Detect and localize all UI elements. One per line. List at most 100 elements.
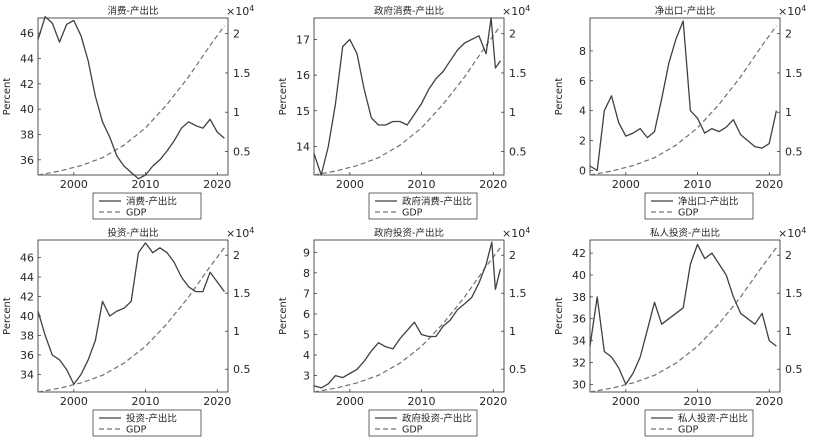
legend-series-label: 政府投资-产出比 bbox=[402, 413, 472, 425]
y-tick-label: 42 bbox=[20, 78, 34, 91]
y2-tick-label: 0.5 bbox=[785, 363, 803, 376]
y2-tick-label: 1.5 bbox=[509, 287, 527, 300]
y-tick-label: 36 bbox=[20, 154, 34, 167]
y2-exponent-label: ×104 bbox=[226, 226, 254, 240]
y2-tick-label: 1 bbox=[785, 106, 792, 119]
y-tick-label: 14 bbox=[296, 140, 310, 153]
legend-gdp-label: GDP bbox=[126, 425, 147, 436]
y-axis-label: Percent bbox=[278, 78, 289, 116]
y2-exponent-label: ×104 bbox=[502, 4, 530, 18]
y2-tick-label: 2 bbox=[509, 28, 516, 41]
y2-tick-label: 1.5 bbox=[509, 67, 527, 80]
chart-title: 政府消费-产出比 bbox=[374, 5, 444, 17]
y-tick-label: 40 bbox=[20, 310, 34, 323]
y-tick-label: 46 bbox=[20, 252, 34, 265]
plot-frame bbox=[589, 239, 781, 393]
x-tick-label: 2000 bbox=[612, 178, 640, 191]
chart-title: 消费-产出比 bbox=[108, 5, 159, 17]
ratio-series-line bbox=[589, 20, 778, 172]
y2-tick-label: 2 bbox=[785, 249, 792, 262]
legend-box bbox=[92, 192, 202, 220]
y-axis-label: Percent bbox=[278, 297, 289, 335]
plot-frame bbox=[313, 239, 505, 393]
chart-panel-2: 政府消费-产出比 14 15 16 17 0.5 1 1.5 2 ×104 2000 2010 2020… bbox=[278, 4, 530, 220]
y2-tick-label: 1.5 bbox=[233, 67, 251, 80]
x-tick-label: 2010 bbox=[408, 178, 436, 191]
x-tick-label: 2010 bbox=[684, 395, 712, 408]
y-tick-label: 40 bbox=[20, 103, 34, 116]
x-tick-label: 2010 bbox=[132, 178, 160, 191]
y-tick-label: 44 bbox=[20, 271, 34, 284]
y2-tick-label: 1 bbox=[509, 106, 516, 119]
y2-tick-label: 2 bbox=[233, 249, 240, 262]
legend-gdp-label: GDP bbox=[402, 425, 423, 436]
x-tick-label: 2020 bbox=[479, 395, 507, 408]
y-tick-label: 46 bbox=[20, 27, 34, 40]
x-tick-label: 2000 bbox=[60, 178, 88, 191]
y-tick-label: 2 bbox=[579, 135, 586, 148]
y2-exponent-label: ×104 bbox=[778, 226, 806, 240]
y-tick-label: 40 bbox=[572, 269, 586, 282]
y-tick-label: 7 bbox=[303, 287, 310, 300]
legend-series-label: 消费-产出比 bbox=[126, 196, 177, 208]
y-tick-label: 16 bbox=[296, 69, 310, 82]
chart-panel-3: 净出口-产出比 0 2 4 6 8 0.5 1 1.5 2 ×104 2000 2010 2020 Perc… bbox=[554, 4, 806, 220]
y-tick-label: 36 bbox=[20, 349, 34, 362]
y2-exponent-label: ×104 bbox=[502, 226, 530, 240]
y2-tick-label: 0.5 bbox=[509, 145, 527, 158]
gdp-series-line bbox=[37, 247, 225, 393]
y-tick-label: 4 bbox=[303, 349, 310, 362]
y2-tick-label: 0.5 bbox=[233, 363, 251, 376]
y-tick-label: 6 bbox=[303, 308, 310, 321]
x-tick-label: 2010 bbox=[132, 395, 160, 408]
y-axis-label: Percent bbox=[554, 297, 565, 335]
y-tick-label: 9 bbox=[303, 246, 310, 259]
y-tick-label: 38 bbox=[20, 329, 34, 342]
y-tick-label: 30 bbox=[572, 378, 586, 391]
y2-tick-label: 1 bbox=[509, 325, 516, 338]
y-tick-label: 38 bbox=[20, 128, 34, 141]
y-tick-label: 0 bbox=[579, 165, 586, 178]
y2-tick-label: 1 bbox=[785, 325, 792, 338]
legend-box bbox=[644, 192, 754, 220]
y2-tick-label: 1.5 bbox=[785, 287, 803, 300]
y2-tick-label: 2 bbox=[233, 28, 240, 41]
legend-gdp-label: GDP bbox=[678, 425, 699, 436]
legend-gdp-label: GDP bbox=[678, 208, 699, 219]
ratio-series-line bbox=[589, 243, 777, 385]
chart-panel-4: 投资-产出比 34 36 38 40 42 44 46 0.5 1 1.5 2 ×104 2000 2010… bbox=[2, 226, 254, 437]
y2-exponent-label: ×104 bbox=[226, 4, 254, 18]
chart-panel-1: 消费-产出比 36 38 40 42 44 46 0.5 1 1.5 2 ×104 2000 2010 20… bbox=[2, 4, 254, 220]
x-tick-label: 2000 bbox=[60, 395, 88, 408]
chart-title: 私人投资-产出比 bbox=[650, 227, 720, 239]
legend-series-label: 政府消费-产出比 bbox=[402, 196, 472, 208]
ratio-series-line bbox=[313, 241, 502, 389]
gdp-series-line bbox=[589, 247, 777, 393]
ratio-series-line bbox=[313, 17, 501, 176]
y-axis-label: Percent bbox=[2, 78, 13, 116]
x-tick-label: 2000 bbox=[612, 395, 640, 408]
legend-box bbox=[92, 409, 202, 437]
y2-exponent-label: ×104 bbox=[778, 4, 806, 18]
y2-tick-label: 0.5 bbox=[785, 145, 803, 158]
x-tick-label: 2010 bbox=[408, 395, 436, 408]
chart-panel-6: 私人投资-产出比 30 32 34 36 38 40 42 0.5 1 1.5 2 ×104 2000 20… bbox=[554, 226, 806, 437]
ratio-series-line bbox=[37, 242, 225, 385]
x-tick-label: 2020 bbox=[479, 178, 507, 191]
legend-box bbox=[644, 409, 754, 437]
x-tick-label: 2010 bbox=[684, 178, 712, 191]
plot-frame bbox=[37, 17, 229, 176]
legend-box bbox=[368, 409, 478, 437]
chart-title: 投资-产出比 bbox=[108, 227, 159, 239]
y2-tick-label: 1.5 bbox=[233, 287, 251, 300]
legend-series-label: 投资-产出比 bbox=[126, 413, 177, 425]
y-tick-label: 3 bbox=[303, 370, 310, 383]
chart-title: 政府投资-产出比 bbox=[374, 227, 444, 239]
y2-tick-label: 1 bbox=[233, 106, 240, 119]
gdp-series-line bbox=[313, 247, 501, 393]
y-tick-label: 8 bbox=[579, 45, 586, 58]
x-tick-label: 2020 bbox=[203, 395, 231, 408]
y-tick-label: 8 bbox=[303, 267, 310, 280]
gdp-series-line bbox=[37, 25, 225, 176]
y-tick-label: 42 bbox=[20, 291, 34, 304]
